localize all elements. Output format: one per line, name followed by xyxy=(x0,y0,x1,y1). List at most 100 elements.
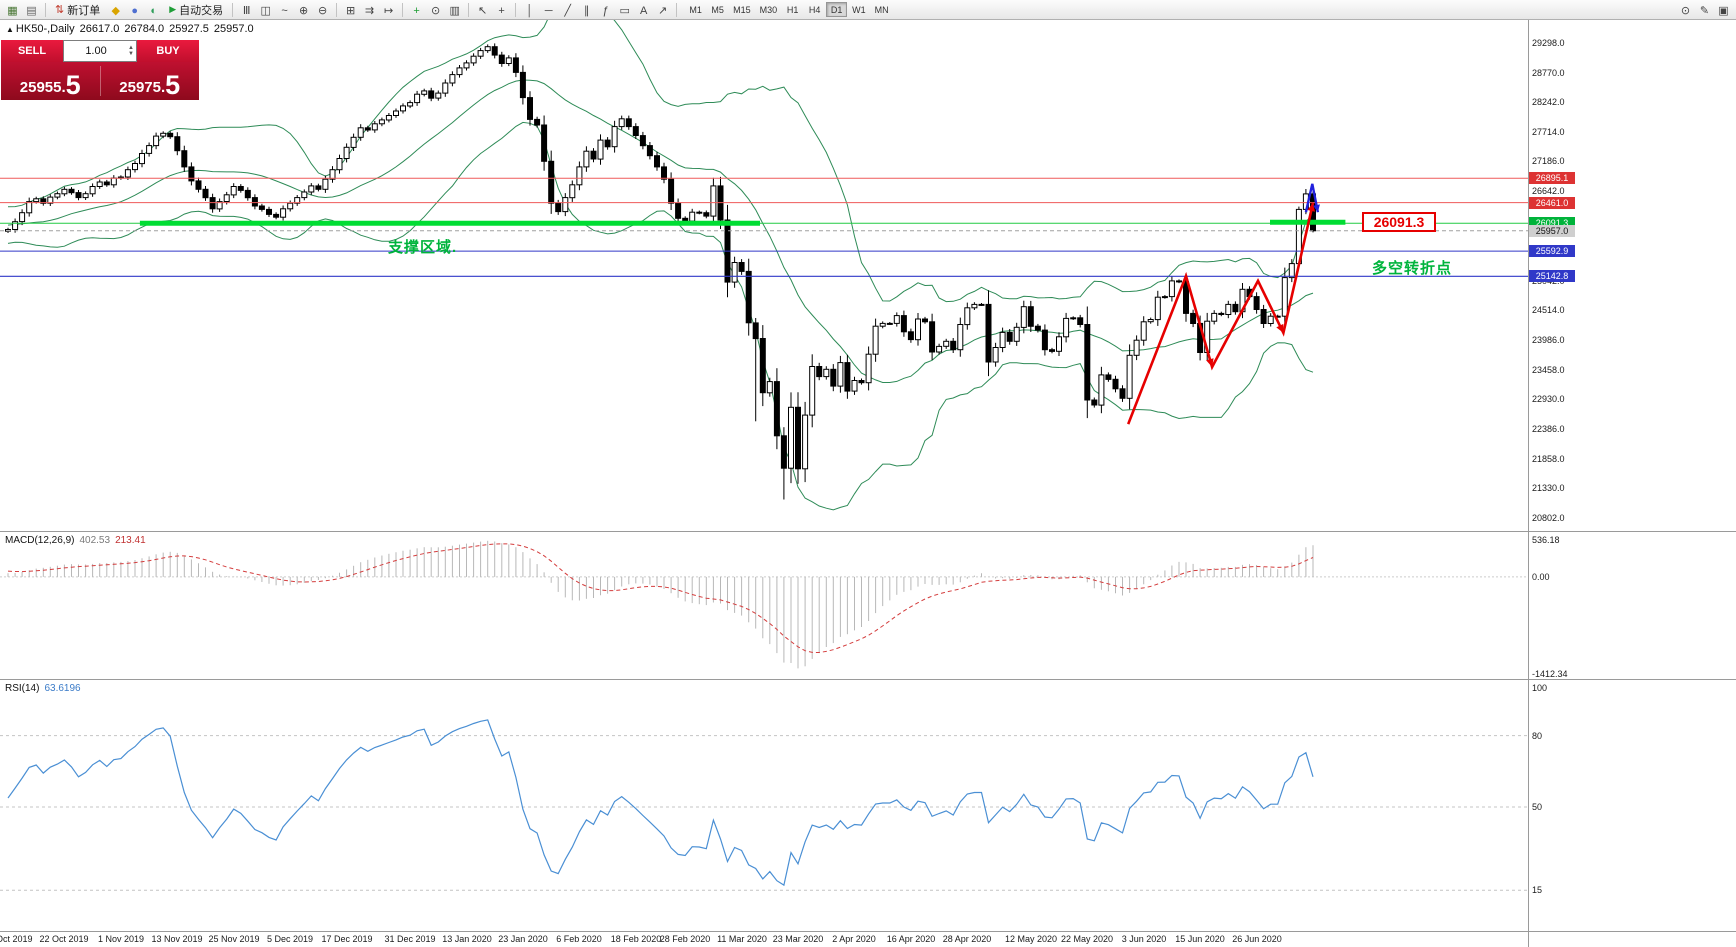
buy-button[interactable]: BUY xyxy=(137,40,199,62)
timeframe-w1[interactable]: W1 xyxy=(852,4,866,15)
date-label: 16 Apr 2020 xyxy=(886,934,936,944)
bollinger-bands xyxy=(7,20,1314,511)
chart-profiles-icon[interactable]: ▤ xyxy=(26,4,37,17)
trendline-icon[interactable]: ╱ xyxy=(564,4,571,17)
zoom-out-icon[interactable]: ⊖ xyxy=(318,4,328,17)
sell-price[interactable]: 25955. 5 xyxy=(1,62,100,100)
lot-down-icon[interactable]: ▼ xyxy=(128,51,134,57)
symbol-header: ▲ HK50-,Daily 26617.0 26784.0 25927.5 25957.0 xyxy=(6,23,259,35)
auto-trading-icon: ▶ xyxy=(169,4,177,14)
date-label: 15 Jun 2020 xyxy=(1175,934,1225,944)
text-icon[interactable]: A xyxy=(639,4,648,17)
lot-up-icon[interactable]: ▲ xyxy=(128,45,134,51)
price-axis-divider[interactable] xyxy=(1528,20,1529,947)
date-label: 1 Nov 2019 xyxy=(97,934,145,944)
timeframe-m5[interactable]: M5 xyxy=(711,4,724,15)
rsi-indicator-label: RSI(14) 63.6196 xyxy=(5,683,86,694)
horizontal-line-icon[interactable]: ─ xyxy=(544,4,553,17)
auto-trading-button[interactable]: ▶ 自动交易 xyxy=(164,1,228,19)
macd-histogram xyxy=(7,540,1314,669)
date-label: 22 May 2020 xyxy=(1060,934,1114,944)
candle-chart-icon[interactable]: ◫ xyxy=(260,4,271,17)
new-chart-icon[interactable]: ▦ xyxy=(7,4,18,17)
timeframe-m15[interactable]: M15 xyxy=(733,4,751,15)
lot-spinner[interactable]: ▲ ▼ xyxy=(128,45,136,57)
cursor-icon[interactable]: ↖ xyxy=(478,4,488,17)
timeframe-h1[interactable]: H1 xyxy=(786,4,799,15)
panel-divider[interactable] xyxy=(0,931,1736,932)
main-chart[interactable]: ▲ HK50-,Daily 26617.0 26784.0 25927.5 25957.0… xyxy=(0,20,1736,532)
date-label: 10 Oct 2019 xyxy=(0,934,33,944)
toolbar-separator xyxy=(468,2,470,17)
ohlc-high: 26784.0 xyxy=(124,23,165,35)
timeframe-m30[interactable]: M30 xyxy=(759,4,778,15)
symbol-title: HK50-,Daily xyxy=(15,23,75,35)
tile-windows-icon[interactable]: ⊞ xyxy=(346,4,356,17)
new-order-button[interactable]: ⇅ 新订单 xyxy=(50,1,105,19)
timeframe-d1[interactable]: D1 xyxy=(826,2,848,17)
blue-reversal-arrow[interactable] xyxy=(1304,183,1320,213)
toolbar-separator xyxy=(402,2,404,17)
search-icon[interactable]: ⊙ xyxy=(1680,4,1691,17)
line-chart-icon[interactable]: ~ xyxy=(281,4,288,17)
timeframe-h4[interactable]: H4 xyxy=(808,4,821,15)
panel-icon[interactable]: ▣ xyxy=(1718,4,1729,17)
date-label: 28 Feb 2020 xyxy=(659,934,711,944)
periods-icon[interactable]: ⊙ xyxy=(431,4,441,17)
market-icon[interactable]: ◐ xyxy=(150,4,158,17)
channel-icon[interactable]: ∥ xyxy=(583,4,590,17)
rsi-panel[interactable]: RSI(14) 63.6196 xyxy=(0,680,1736,932)
macd-signal-value: 213.41 xyxy=(115,535,146,546)
sell-button[interactable]: SELL xyxy=(1,40,63,62)
date-label: 3 Jun 2020 xyxy=(1121,934,1167,944)
timeframe-m1[interactable]: M1 xyxy=(689,4,702,15)
edit-icon[interactable]: ✎ xyxy=(1699,4,1710,17)
bar-chart-icon[interactable]: Ⅲ xyxy=(242,4,251,17)
date-label: 13 Nov 2019 xyxy=(151,934,203,944)
lot-value[interactable]: 1.00 xyxy=(85,45,107,57)
date-label: 17 Dec 2019 xyxy=(321,934,373,944)
macd-panel[interactable]: MACD(12,26,9) 402.53 213.41 xyxy=(0,532,1736,680)
metaeditor-icon[interactable]: ◆ xyxy=(111,4,120,17)
chart-shift-icon[interactable]: ↦ xyxy=(384,4,394,17)
buy-price[interactable]: 25975. 5 xyxy=(101,62,200,100)
macd-main-value: 402.53 xyxy=(79,535,111,546)
fibonacci-icon[interactable]: ƒ xyxy=(602,4,609,17)
panel-divider[interactable] xyxy=(0,679,1736,680)
rsi-value: 63.6196 xyxy=(44,683,81,694)
date-label: 31 Dec 2019 xyxy=(384,934,436,944)
date-label: 22 Oct 2019 xyxy=(39,934,89,944)
macd-signal-line xyxy=(7,543,1314,654)
crosshair-icon[interactable]: + xyxy=(498,4,505,17)
vertical-line-icon[interactable]: │ xyxy=(526,4,534,17)
date-label: 13 Jan 2020 xyxy=(442,934,492,944)
date-label: 23 Jan 2020 xyxy=(498,934,548,944)
arrows-icon[interactable]: ↗ xyxy=(658,4,668,17)
buy-price-main: 25975. xyxy=(119,79,166,96)
new-order-label: 新订单 xyxy=(67,4,101,17)
date-label: 18 Feb 2020 xyxy=(610,934,662,944)
turning-point-label: 多空转折点 xyxy=(1372,260,1453,277)
templates-icon[interactable]: ▥ xyxy=(449,4,460,17)
support-zone-label: 支撑区域. xyxy=(388,239,458,256)
date-label: 25 Nov 2019 xyxy=(208,934,260,944)
macd-canvas xyxy=(0,540,1528,669)
history-center-icon[interactable]: ● xyxy=(131,4,139,17)
price-chart-canvas[interactable] xyxy=(0,20,1736,532)
shapes-icon[interactable]: ▭ xyxy=(619,4,630,17)
red-trend-arrows[interactable] xyxy=(1126,202,1315,425)
toolbar: ▦ ▤ ⇅ 新订单 ◆ ● ◐ ▶ 自动交易 Ⅲ ◫ ~ ⊕ ⊖ ⊞ ⇉ ↦ + ⊙ ▥ ↖ + │ ─ ╱… xyxy=(0,0,1736,20)
ohlc-close: 25957.0 xyxy=(213,23,254,35)
zoom-in-icon[interactable]: ⊕ xyxy=(299,4,309,17)
panel-divider[interactable] xyxy=(0,531,1736,532)
lot-size-input[interactable]: 1.00 ▲ ▼ xyxy=(63,40,137,62)
toolbar-separator xyxy=(336,2,338,17)
auto-scroll-icon[interactable]: ⇉ xyxy=(365,4,375,17)
date-label: 11 Mar 2020 xyxy=(717,934,767,944)
date-label: 5 Dec 2019 xyxy=(266,934,314,944)
ohlc-open: 26617.0 xyxy=(79,23,120,35)
date-label: 26 Jun 2020 xyxy=(1232,934,1282,944)
time-axis[interactable]: 10 Oct 2019 22 Oct 2019 1 Nov 2019 13 Nov 2… xyxy=(0,932,1736,947)
indicators-add-icon[interactable]: + xyxy=(413,4,420,17)
timeframe-mn[interactable]: MN xyxy=(874,4,889,15)
